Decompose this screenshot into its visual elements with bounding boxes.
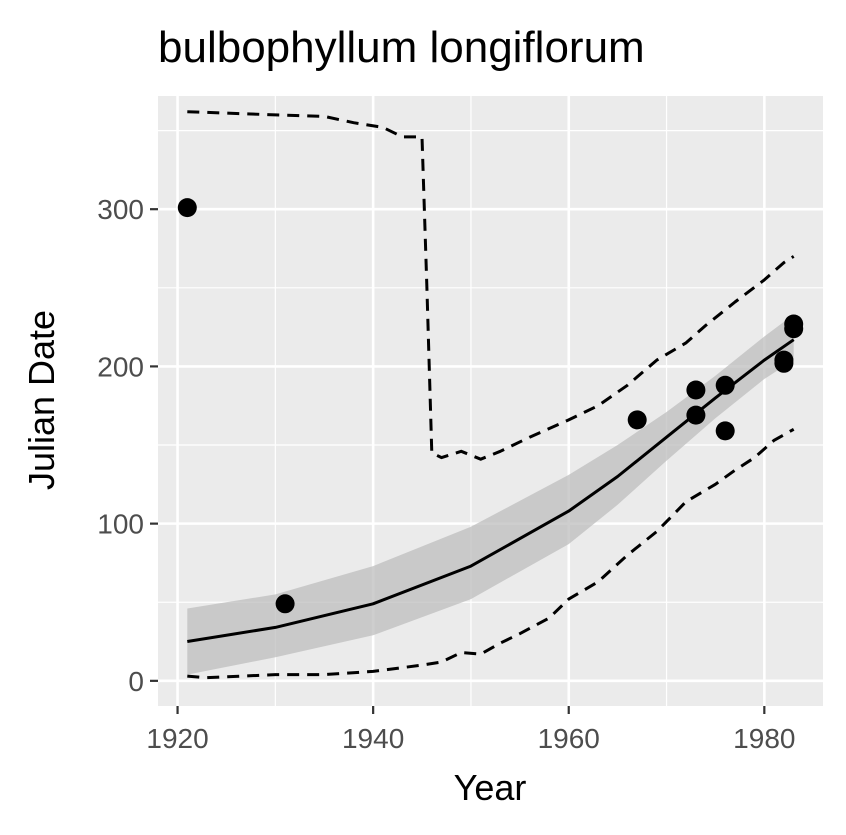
data-point (774, 353, 794, 373)
y-tick-label: 0 (128, 666, 144, 697)
lower-bound-line (187, 427, 795, 680)
data-point (715, 375, 735, 395)
x-tick-label: 1960 (538, 723, 600, 754)
x-tick-label: 1940 (342, 723, 404, 754)
data-point (715, 421, 735, 441)
grid-major (158, 96, 823, 706)
confidence-ribbon (187, 314, 794, 675)
x-axis: 1920 1940 1960 1980 (146, 706, 795, 754)
y-tick-label: 100 (97, 509, 144, 540)
data-point (177, 198, 197, 218)
fit-line (187, 338, 795, 643)
chart-title: bulbophyllum longiflorum (158, 23, 645, 72)
x-tick-label: 1920 (146, 723, 208, 754)
y-axis: 0 100 200 300 (97, 194, 158, 697)
data-point (784, 319, 804, 339)
y-tick-label: 300 (97, 194, 144, 225)
series-lines (187, 110, 795, 680)
x-tick-label: 1980 (733, 723, 795, 754)
data-point (686, 380, 706, 400)
data-point (627, 410, 647, 430)
y-axis-title: Julian Date (21, 310, 62, 490)
data-points (177, 198, 804, 614)
data-point (686, 405, 706, 425)
x-axis-title: Year (454, 767, 527, 808)
data-point (275, 594, 295, 614)
confidence-ribbon-layer (187, 314, 794, 675)
y-tick-label: 200 (97, 351, 144, 382)
upper-bound-line (187, 110, 795, 461)
